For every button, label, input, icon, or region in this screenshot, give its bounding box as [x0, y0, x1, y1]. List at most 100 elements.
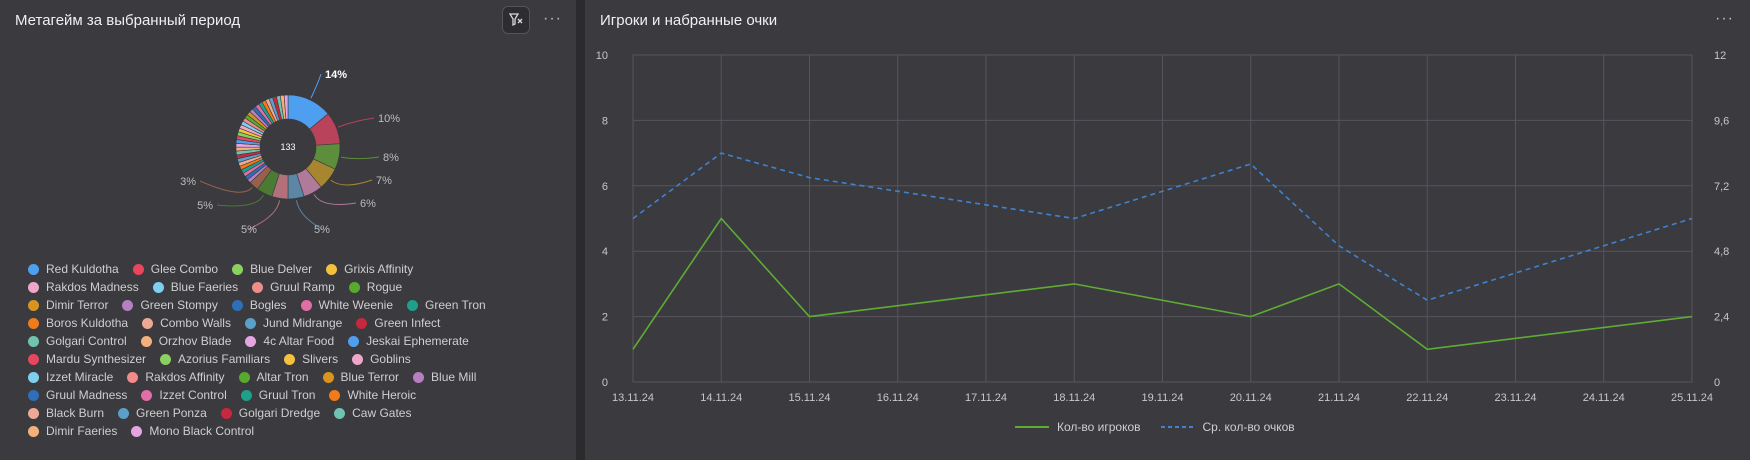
legend-color-dot	[284, 354, 295, 365]
legend-row: Black Burn Green Ponza Golgari Dredge Caw G…	[28, 404, 568, 422]
legend-item-label: Green Stompy	[140, 298, 217, 312]
y-right-tick-label: 12	[1714, 50, 1726, 62]
legend-color-dot	[141, 336, 152, 347]
x-tick-label: 17.11.24	[965, 392, 1007, 404]
legend-item-label: Blue Terror	[341, 370, 399, 384]
legend-color-dot	[334, 408, 345, 419]
y-right-tick-label: 4,8	[1714, 246, 1729, 258]
legend-item[interactable]: Dimir Terror	[28, 298, 108, 312]
legend-item[interactable]: Golgari Control	[28, 334, 127, 348]
legend-item[interactable]: Goblins	[352, 352, 411, 366]
legend-item[interactable]: Slivers	[284, 352, 338, 366]
y-left-tick-label: 4	[602, 246, 608, 258]
legend-players[interactable]: Кол-во игроков	[1015, 420, 1141, 434]
x-tick-label: 18.11.24	[1053, 392, 1095, 404]
legend-item[interactable]: Caw Gates	[334, 406, 411, 420]
donut-slice-label: 14%	[325, 69, 347, 81]
legend-item-label: Blue Mill	[431, 370, 476, 384]
legend-color-dot	[323, 372, 334, 383]
legend-color-dot	[352, 354, 363, 365]
donut-slice-label: 7%	[376, 175, 392, 187]
donut-leader-line	[311, 74, 321, 98]
legend-item[interactable]: Blue Mill	[413, 370, 476, 384]
legend-item[interactable]: Green Tron	[407, 298, 486, 312]
y-right-tick-label: 9,6	[1714, 115, 1729, 127]
legend-color-dot	[326, 264, 337, 275]
legend-item[interactable]: Orzhov Blade	[141, 334, 232, 348]
legend-item[interactable]: Boros Kuldotha	[28, 316, 128, 330]
legend-item[interactable]: Gruul Ramp	[252, 280, 335, 294]
legend-item-label: Azorius Familiars	[178, 352, 270, 366]
legend-color-dot	[348, 336, 359, 347]
legend-item-label: Green Infect	[374, 316, 440, 330]
legend-item-label: Jund Midrange	[263, 316, 342, 330]
legend-item[interactable]: Izzet Miracle	[28, 370, 113, 384]
legend-item[interactable]: White Weenie	[301, 298, 393, 312]
legend-item[interactable]: Jeskai Ephemerate	[348, 334, 469, 348]
donut-center-total: 133	[280, 142, 295, 152]
legend-item-label: Altar Tron	[257, 370, 309, 384]
legend-item[interactable]: Mono Black Control	[131, 424, 254, 438]
legend-color-dot	[28, 354, 39, 365]
donut-leader-line	[331, 180, 372, 185]
legend-color-dot	[356, 318, 367, 329]
legend-item-label: White Heroic	[347, 388, 416, 402]
legend-item-label: Dimir Faeries	[46, 424, 117, 438]
legend-item[interactable]: Azorius Familiars	[160, 352, 270, 366]
legend-item[interactable]: Rakdos Madness	[28, 280, 139, 294]
legend-item[interactable]: Blue Delver	[232, 262, 312, 276]
legend-item[interactable]: Rogue	[349, 280, 402, 294]
legend-item[interactable]: Dimir Faeries	[28, 424, 117, 438]
legend-item[interactable]: Grixis Affinity	[326, 262, 413, 276]
legend-item[interactable]: Black Burn	[28, 406, 104, 420]
metagame-legend: Red Kuldotha Glee Combo Blue Delver Grixis …	[28, 260, 568, 440]
legend-item[interactable]: Glee Combo	[133, 262, 218, 276]
legend-color-dot	[127, 372, 138, 383]
legend-item-label: Mardu Synthesizer	[46, 352, 146, 366]
legend-item[interactable]: Red Kuldotha	[28, 262, 119, 276]
legend-item[interactable]: 4c Altar Food	[245, 334, 334, 348]
y-left-tick-label: 0	[602, 377, 608, 389]
legend-item[interactable]: Combo Walls	[142, 316, 231, 330]
legend-item-label: Golgari Control	[46, 334, 127, 348]
legend-item[interactable]: Bogles	[232, 298, 287, 312]
legend-row: Golgari Control Orzhov Blade 4c Altar Food…	[28, 332, 568, 350]
legend-item[interactable]: Blue Terror	[323, 370, 399, 384]
donut-leader-line	[200, 181, 252, 192]
legend-item[interactable]: Gruul Madness	[28, 388, 127, 402]
legend-item-label: Jeskai Ephemerate	[366, 334, 469, 348]
donut-slice-label: 5%	[314, 224, 330, 236]
legend-color-dot	[28, 300, 39, 311]
y-left-tick-label: 8	[602, 115, 608, 127]
legend-item[interactable]: Altar Tron	[239, 370, 309, 384]
legend-color-dot	[301, 300, 312, 311]
legend-item-label: Izzet Control	[159, 388, 226, 402]
x-tick-label: 25.11.24	[1671, 392, 1713, 404]
metagame-panel: Метагейм за выбранный период ··· 14% 10% 8…	[0, 0, 576, 460]
y-right-tick-label: 7,2	[1714, 181, 1729, 193]
legend-item[interactable]: Green Stompy	[122, 298, 217, 312]
donut-leader-line	[341, 157, 379, 159]
legend-color-dot	[153, 282, 164, 293]
legend-avg-points[interactable]: Ср. кол-во очков	[1161, 420, 1295, 434]
legend-item[interactable]: Green Infect	[356, 316, 440, 330]
legend-item[interactable]: Golgari Dredge	[221, 406, 320, 420]
legend-item[interactable]: Rakdos Affinity	[127, 370, 224, 384]
legend-color-dot	[232, 264, 243, 275]
legend-item[interactable]: Izzet Control	[141, 388, 226, 402]
legend-item[interactable]: Blue Faeries	[153, 280, 238, 294]
legend-item-label: Grixis Affinity	[344, 262, 413, 276]
legend-item[interactable]: Mardu Synthesizer	[28, 352, 146, 366]
donut-slice-label: 5%	[241, 224, 257, 236]
legend-color-dot	[28, 426, 39, 437]
legend-item[interactable]: White Heroic	[329, 388, 416, 402]
legend-item-label: Rakdos Madness	[46, 280, 139, 294]
legend-item-label: Blue Delver	[250, 262, 312, 276]
legend-item[interactable]: Green Ponza	[118, 406, 207, 420]
legend-item[interactable]: Jund Midrange	[245, 316, 342, 330]
legend-color-dot	[221, 408, 232, 419]
x-tick-label: 13.11.24	[612, 392, 654, 404]
legend-item[interactable]: Gruul Tron	[241, 388, 316, 402]
legend-item-label: Dimir Terror	[46, 298, 108, 312]
legend-color-dot	[141, 390, 152, 401]
